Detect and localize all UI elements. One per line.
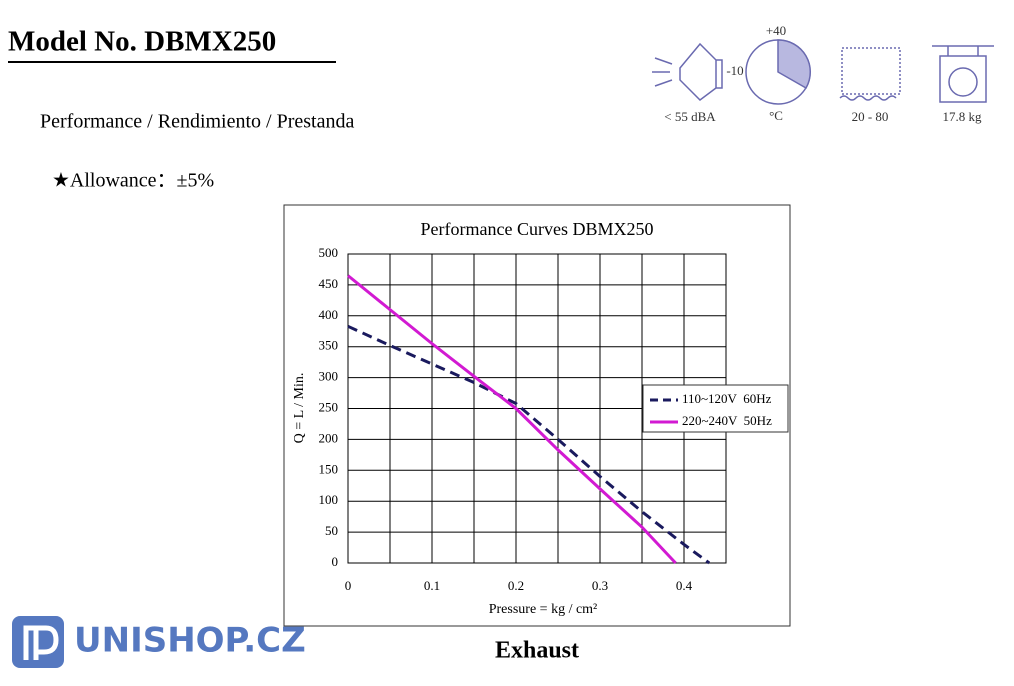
legend [642, 384, 789, 433]
series-line [347, 324, 711, 565]
x-tick-label: 0.1 [424, 578, 440, 593]
icon-label: 17.8 kg [943, 109, 983, 124]
y-tick-label: 50 [325, 523, 338, 538]
subtitle: Performance / Rendimiento / Prestanda [40, 111, 354, 133]
y-tick-label: 150 [319, 461, 339, 476]
legend-label: 110~120V 60Hz [682, 391, 772, 406]
icon-label: °C [769, 108, 783, 123]
thermo-fill [777, 39, 812, 90]
chart-title: Performance Curves DBMX250 [421, 219, 654, 239]
y-tick-label: 250 [319, 399, 339, 414]
weight-dial [948, 67, 978, 97]
weight-icon [939, 55, 987, 103]
x-axis-label: Pressure = kg / cm² [489, 602, 598, 617]
y-tick-label: 400 [319, 307, 339, 322]
sound-lines [652, 57, 673, 87]
y-axis-label: Q = L / Min. [292, 373, 307, 444]
x-tick-label: 0 [345, 578, 352, 593]
y-tick-label: 0 [332, 554, 339, 569]
caption: Exhaust [495, 638, 579, 664]
legend-label: 220~240V 50Hz [682, 413, 772, 428]
x-tick-label: 0.3 [592, 578, 608, 593]
y-tick-label: 450 [319, 276, 339, 291]
humidity-icon [841, 47, 901, 95]
icon-label: -10 [726, 63, 743, 78]
y-tick-label: 500 [319, 245, 339, 260]
icon-label: < 55 dBA [664, 109, 716, 124]
x-tick-label: 0.2 [508, 578, 524, 593]
icon-label: 20 - 80 [852, 109, 889, 124]
y-tick-label: 100 [319, 492, 339, 507]
y-tick-label: 200 [319, 430, 339, 445]
y-tick-label: 300 [319, 369, 339, 384]
y-tick-label: 350 [319, 338, 339, 353]
icon-label: +40 [766, 23, 786, 38]
speaker-icon [679, 42, 723, 101]
icons [652, 39, 994, 105]
chart-frame [283, 204, 791, 627]
humidity-wave [839, 95, 897, 101]
allowance: ★Allowance：±5% [52, 170, 214, 192]
series-line [347, 274, 677, 565]
logo-text: UNISHOP.CZ [74, 621, 306, 661]
weight-hook [932, 45, 994, 56]
logo-mark [23, 625, 59, 660]
legend-items: 110~120V 60Hz 220~240V 50Hz [650, 391, 772, 428]
title: Model No. DBMX250 [8, 26, 276, 58]
x-tick-label: 0.4 [676, 578, 693, 593]
